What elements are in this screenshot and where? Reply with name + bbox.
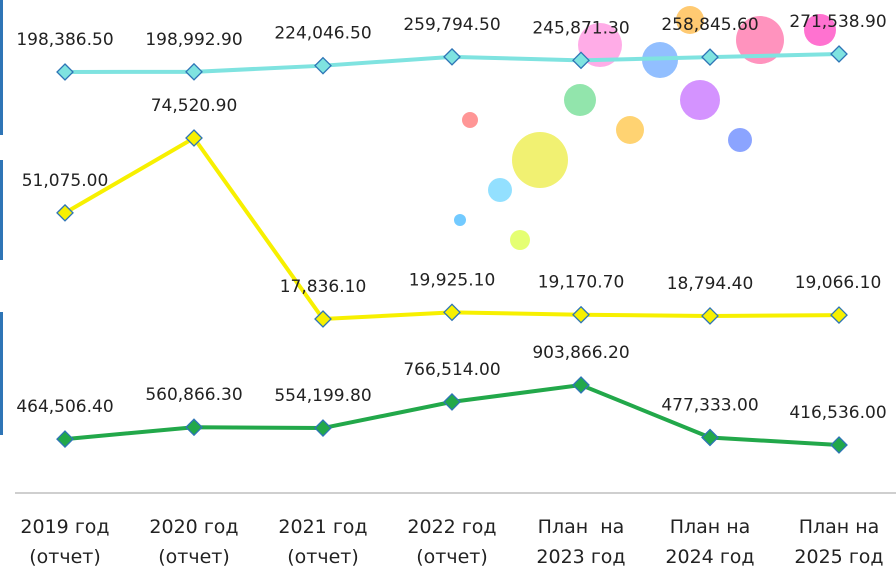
- x-tick-label: План на 2023 год: [522, 512, 640, 572]
- data-label: 51,075.00: [22, 171, 109, 191]
- side-bar: [0, 0, 3, 135]
- data-label: 258,845.60: [661, 15, 758, 35]
- x-tick-label: 2020 год (отчет): [135, 512, 253, 572]
- data-label: 245,871.30: [532, 18, 629, 38]
- marker: [702, 430, 718, 446]
- data-label: 464,506.40: [16, 397, 113, 417]
- data-label: 477,333.00: [661, 396, 758, 416]
- marker: [444, 394, 460, 410]
- data-label: 416,536.00: [789, 403, 886, 423]
- data-label: 18,794.40: [667, 274, 754, 294]
- data-label: 19,066.10: [795, 273, 882, 293]
- data-label: 19,925.10: [409, 270, 496, 290]
- marker: [186, 419, 202, 435]
- data-label: 17,836.10: [280, 277, 367, 297]
- x-tick-label: 2022 год (отчет): [393, 512, 511, 572]
- marker: [315, 420, 331, 436]
- marker: [573, 377, 589, 393]
- marker: [831, 437, 847, 453]
- data-label: 224,046.50: [274, 24, 371, 44]
- x-tick-label: План на 2025 год: [780, 512, 896, 572]
- data-label: 19,170.70: [538, 273, 625, 293]
- marker: [702, 308, 718, 324]
- marker: [57, 431, 73, 447]
- x-tick-label: План на 2024 год: [651, 512, 769, 572]
- marker: [57, 205, 73, 221]
- chart-canvas: 198,386.50 198,992.90 224,046.50 259,794.50…: [0, 0, 896, 575]
- data-label: 903,866.20: [532, 343, 629, 363]
- data-label: 198,992.90: [145, 30, 242, 50]
- marker: [831, 307, 847, 323]
- side-bar: [0, 160, 3, 260]
- marker: [57, 64, 73, 80]
- marker: [831, 46, 847, 62]
- marker: [444, 304, 460, 320]
- decoration: [454, 6, 836, 250]
- marker: [186, 64, 202, 80]
- marker: [573, 307, 589, 323]
- side-bar: [0, 312, 3, 435]
- marker: [444, 49, 460, 65]
- x-tick-label: 2019 год (отчет): [6, 512, 124, 572]
- data-label: 259,794.50: [403, 15, 500, 35]
- data-label: 554,199.80: [274, 386, 371, 406]
- data-label: 198,386.50: [16, 30, 113, 50]
- data-label: 271,538.90: [789, 12, 886, 32]
- marker: [702, 49, 718, 65]
- x-tick-label: 2021 год (отчет): [264, 512, 382, 572]
- data-label: 74,520.90: [151, 96, 238, 116]
- data-label: 560,866.30: [145, 385, 242, 405]
- data-label: 766,514.00: [403, 360, 500, 380]
- chart: 198,386.50 198,992.90 224,046.50 259,794.50…: [0, 0, 896, 575]
- marker: [315, 58, 331, 74]
